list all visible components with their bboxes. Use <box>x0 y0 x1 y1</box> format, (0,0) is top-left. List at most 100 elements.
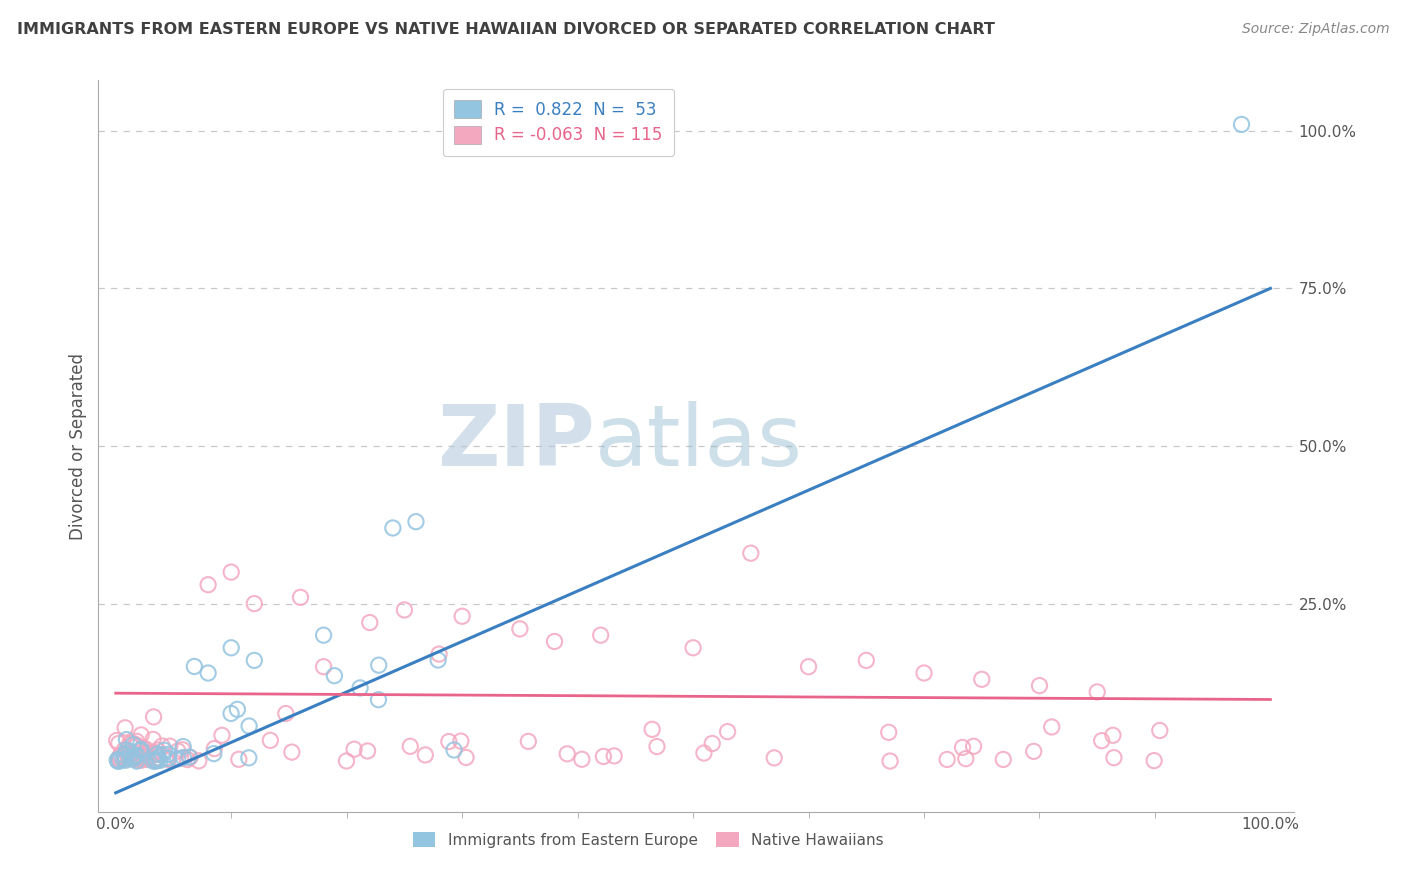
Point <box>124 748 146 763</box>
Point <box>172 739 194 754</box>
Point <box>437 734 460 748</box>
Point <box>589 628 612 642</box>
Point <box>150 747 173 762</box>
Point <box>108 751 131 765</box>
Point <box>135 746 157 760</box>
Point <box>349 681 371 695</box>
Point <box>115 732 138 747</box>
Point <box>108 754 131 768</box>
Point <box>274 706 297 721</box>
Point <box>132 741 155 756</box>
Point <box>125 754 148 768</box>
Point <box>125 739 148 753</box>
Point <box>1143 754 1166 768</box>
Text: atlas: atlas <box>595 401 803 483</box>
Point <box>146 747 169 762</box>
Point <box>143 754 166 768</box>
Point <box>202 741 225 756</box>
Point <box>148 751 170 765</box>
Point <box>129 749 152 764</box>
Point <box>1149 723 1171 738</box>
Point <box>936 752 959 766</box>
Point <box>129 752 152 766</box>
Point <box>122 738 145 752</box>
Point <box>543 634 565 648</box>
Point <box>219 640 242 655</box>
Point <box>962 739 984 754</box>
Point <box>693 746 716 760</box>
Point <box>1102 750 1125 764</box>
Point <box>1022 744 1045 758</box>
Point <box>122 752 145 766</box>
Point <box>970 673 993 687</box>
Point <box>114 753 136 767</box>
Point <box>125 753 148 767</box>
Point <box>415 747 437 762</box>
Point <box>166 752 188 766</box>
Point <box>187 754 209 768</box>
Point <box>135 752 157 766</box>
Point <box>952 740 974 755</box>
Point <box>157 747 180 762</box>
Point <box>118 748 141 763</box>
Point <box>118 750 141 764</box>
Point <box>134 747 156 761</box>
Point <box>1085 685 1108 699</box>
Point <box>107 752 129 766</box>
Point <box>571 752 593 766</box>
Point <box>359 615 381 630</box>
Point <box>509 622 531 636</box>
Point <box>172 743 194 757</box>
Point <box>219 706 242 721</box>
Point <box>381 521 404 535</box>
Point <box>129 742 152 756</box>
Point <box>146 743 169 757</box>
Point <box>127 748 149 763</box>
Point <box>114 752 136 766</box>
Point <box>131 753 153 767</box>
Point <box>1040 720 1063 734</box>
Point <box>107 736 129 750</box>
Point <box>517 734 540 748</box>
Point <box>228 752 250 766</box>
Point <box>114 751 136 765</box>
Point <box>645 739 668 754</box>
Point <box>110 748 132 763</box>
Point <box>135 742 157 756</box>
Point <box>555 747 578 761</box>
Point <box>129 751 152 765</box>
Point <box>202 747 225 761</box>
Point <box>145 747 167 762</box>
Point <box>145 754 167 768</box>
Point <box>405 515 427 529</box>
Point <box>335 754 357 768</box>
Point <box>1028 679 1050 693</box>
Point <box>142 710 165 724</box>
Point <box>142 732 165 747</box>
Point <box>145 754 167 768</box>
Point <box>238 751 260 765</box>
Point <box>367 692 389 706</box>
Point <box>105 753 128 767</box>
Point <box>312 628 335 642</box>
Point <box>129 728 152 742</box>
Text: Source: ZipAtlas.com: Source: ZipAtlas.com <box>1241 22 1389 37</box>
Point <box>114 721 136 735</box>
Point <box>125 734 148 748</box>
Point <box>367 658 389 673</box>
Point <box>259 733 281 747</box>
Point <box>1230 117 1253 131</box>
Point <box>127 753 149 767</box>
Point <box>855 653 877 667</box>
Point <box>394 603 416 617</box>
Point <box>117 751 139 765</box>
Point <box>290 591 312 605</box>
Point <box>740 546 762 560</box>
Point <box>1102 728 1125 742</box>
Point <box>132 747 155 761</box>
Point <box>219 565 242 579</box>
Point <box>145 752 167 766</box>
Point <box>603 748 626 763</box>
Point <box>682 640 704 655</box>
Point <box>763 751 786 765</box>
